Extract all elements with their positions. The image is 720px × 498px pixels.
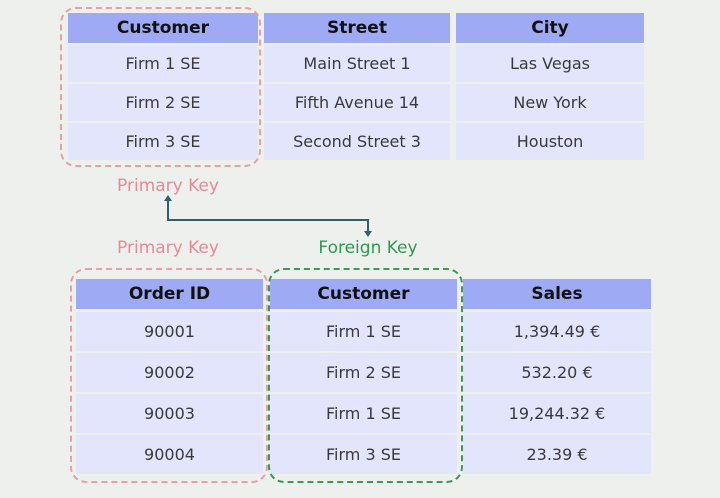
column-header: Street: [264, 13, 450, 43]
table-cell: Firm 1 SE: [68, 45, 258, 82]
table-cell: Second Street 3: [264, 123, 450, 160]
table-cell: 90002: [76, 353, 263, 392]
table-cell: Houston: [456, 123, 644, 160]
table-cell: Firm 1 SE: [270, 312, 457, 351]
column-header: Customer: [68, 13, 258, 43]
table-cell: Fifth Avenue 14: [264, 84, 450, 121]
column-header: Customer: [270, 279, 457, 309]
foreign-key-label: Foreign Key: [318, 238, 418, 258]
table-cell: Firm 3 SE: [270, 435, 457, 474]
primary-key-label-bottom: Primary Key: [117, 238, 219, 258]
arrow-down-icon: [364, 231, 372, 237]
primary-key-highlight-top: [60, 7, 261, 167]
table-cell: Firm 2 SE: [270, 353, 457, 392]
table-cell: 23.39 €: [463, 435, 651, 474]
primary-key-label-top: Primary Key: [117, 176, 219, 196]
primary-key-highlight-bottom: [70, 268, 268, 483]
table-cell: Firm 2 SE: [68, 84, 258, 121]
table-cell: Las Vegas: [456, 45, 644, 82]
table-cell: 90003: [76, 394, 263, 433]
table-cell: 19,244.32 €: [463, 394, 651, 433]
table-cell: 90001: [76, 312, 263, 351]
column-header: Sales: [463, 279, 651, 309]
table-cell: New York: [456, 84, 644, 121]
column-header: City: [456, 13, 644, 43]
table-cell: 1,394.49 €: [463, 312, 651, 351]
column-header: Order ID: [76, 279, 263, 309]
table-cell: Firm 1 SE: [270, 394, 457, 433]
foreign-key-highlight: [268, 268, 463, 483]
table-cell: Firm 3 SE: [68, 123, 258, 160]
table-cell: Main Street 1: [264, 45, 450, 82]
arrow-up-icon: [164, 195, 172, 201]
table-cell: 90004: [76, 435, 263, 474]
table-cell: 532.20 €: [463, 353, 651, 392]
